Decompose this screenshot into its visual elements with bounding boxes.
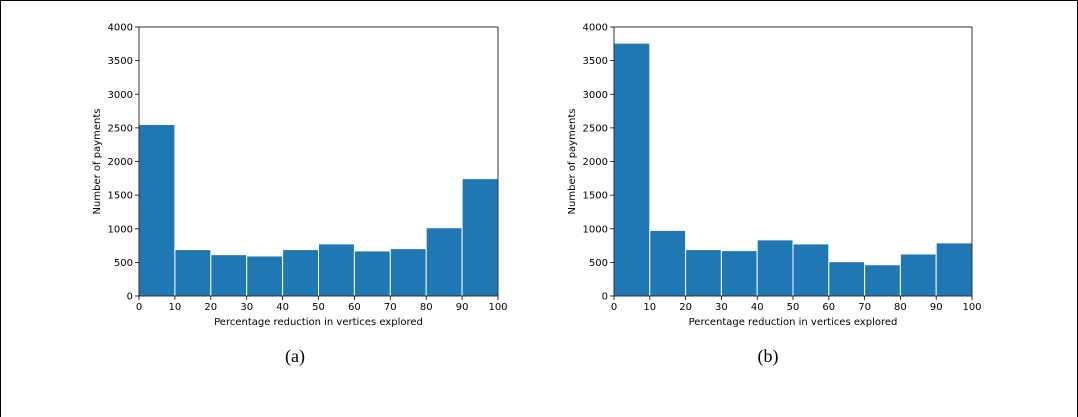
bar-a-7 [389, 248, 427, 297]
x-tick-label-a-5: 50 [312, 302, 325, 313]
bar-a-8 [425, 227, 463, 297]
bar-b-6 [828, 261, 866, 297]
x-tick-label-a-8: 80 [420, 302, 433, 313]
y-tick-label-a-6: 3000 [108, 90, 133, 101]
bar-a-9 [461, 178, 499, 297]
x-tick-label-a-10: 100 [488, 302, 507, 313]
y-tick-label-a-8: 4000 [108, 23, 133, 34]
chart-panel-b: 0 10 20 30 40 50 60 70 80 90 100050010001500200025… [567, 23, 982, 329]
y-tick-label-b-7: 3500 [583, 56, 608, 67]
y-tick-label-a-1: 500 [114, 258, 133, 269]
x-axis-label-a: Percentage reduction in vertices explore… [214, 317, 423, 328]
x-tick-label-a-2: 20 [204, 302, 217, 313]
y-tick-label-b-4: 2000 [583, 157, 608, 168]
y-tick-label-a-3: 1500 [108, 191, 133, 202]
x-tick-label-a-7: 70 [384, 302, 397, 313]
bar-b-0 [613, 42, 651, 297]
y-axis-label-a: Number of payments [92, 109, 103, 215]
caption-a: (a) [285, 346, 305, 366]
bar-a-2 [210, 254, 248, 297]
bar-b-2 [685, 249, 722, 297]
x-tick-label-b-2: 20 [679, 302, 692, 313]
bar-a-5 [318, 243, 355, 297]
x-tick-label-b-3: 30 [715, 302, 728, 313]
chart-panel-a: 0 10 20 30 40 50 60 70 80 90 100050010001500200025… [92, 23, 508, 329]
x-tick-label-a-0: 0 [136, 302, 142, 313]
x-tick-label-b-0: 0 [611, 302, 617, 313]
y-tick-label-a-7: 3500 [108, 56, 133, 67]
y-tick-label-b-2: 1000 [583, 224, 608, 235]
x-tick-label-b-8: 80 [894, 302, 907, 313]
bar-a-4 [282, 249, 320, 297]
bar-b-7 [864, 264, 901, 297]
bar-b-8 [899, 253, 937, 297]
x-tick-label-a-4: 40 [276, 302, 289, 313]
x-tick-label-b-6: 60 [822, 302, 835, 313]
bar-b-1 [649, 229, 687, 297]
y-tick-label-a-2: 1000 [108, 224, 133, 235]
x-tick-label-b-10: 100 [962, 302, 981, 313]
bar-a-0 [138, 124, 176, 297]
bar-a-3 [246, 255, 284, 297]
bar-a-1 [174, 249, 212, 297]
x-tick-label-a-6: 60 [348, 302, 361, 313]
y-tick-label-b-1: 500 [589, 258, 608, 269]
bar-b-5 [792, 243, 830, 297]
y-axis-label-b: Number of payments [567, 109, 578, 215]
y-tick-label-a-4: 2000 [108, 157, 133, 168]
y-tick-label-b-0: 0 [602, 292, 608, 303]
x-tick-label-b-4: 40 [751, 302, 764, 313]
x-axis-label-b: Percentage reduction in vertices explore… [689, 317, 898, 328]
x-tick-label-b-5: 50 [787, 302, 800, 313]
bar-a-6 [353, 250, 391, 297]
x-tick-label-a-1: 10 [169, 302, 182, 313]
x-tick-label-b-1: 10 [643, 302, 656, 313]
y-tick-label-b-5: 2500 [583, 123, 608, 134]
y-tick-label-a-5: 2500 [108, 123, 133, 134]
caption-b: (b) [757, 346, 779, 366]
y-tick-label-b-8: 4000 [583, 23, 608, 34]
x-tick-label-a-3: 30 [240, 302, 253, 313]
bar-b-4 [756, 239, 794, 297]
y-tick-label-b-3: 1500 [583, 191, 608, 202]
y-tick-label-a-0: 0 [127, 292, 133, 303]
bar-b-9 [935, 242, 973, 297]
x-tick-label-b-9: 90 [930, 302, 943, 313]
x-tick-label-b-7: 70 [858, 302, 871, 313]
y-tick-label-b-6: 3000 [583, 90, 608, 101]
bar-b-3 [720, 250, 758, 297]
x-tick-label-a-9: 90 [456, 302, 469, 313]
